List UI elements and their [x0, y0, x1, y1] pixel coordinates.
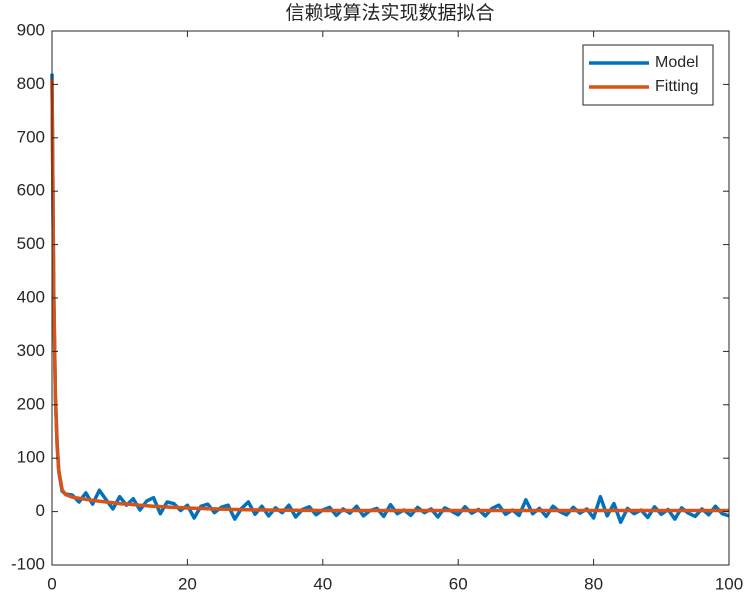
y-tick-label: 0 — [36, 501, 45, 520]
y-tick-label: 800 — [17, 74, 45, 93]
legend-label: Fitting — [655, 78, 699, 95]
y-tick-label: 400 — [17, 287, 45, 306]
x-tick-label: 20 — [178, 574, 197, 593]
x-tick-label: 60 — [449, 574, 468, 593]
y-tick-label: 200 — [17, 394, 45, 413]
y-tick-label: 100 — [17, 448, 45, 467]
legend-box — [582, 44, 714, 106]
y-tick-label: 300 — [17, 341, 45, 360]
y-tick-label: -100 — [11, 554, 45, 573]
legend: Model Fitting — [582, 44, 714, 106]
x-tick-label: 40 — [313, 574, 332, 593]
legend-label: Model — [655, 54, 699, 71]
series-line — [50, 79, 729, 513]
x-tick-label: 0 — [47, 574, 56, 593]
x-tick-label: 80 — [584, 574, 603, 593]
y-tick-label: 700 — [17, 127, 45, 146]
chart-title: 信赖域算法实现数据拟合 — [285, 2, 494, 24]
y-tick-label: 900 — [17, 20, 45, 39]
y-tick-label: 500 — [17, 234, 45, 253]
x-tick-label: 100 — [715, 574, 743, 593]
y-tick-label: 600 — [17, 181, 45, 200]
